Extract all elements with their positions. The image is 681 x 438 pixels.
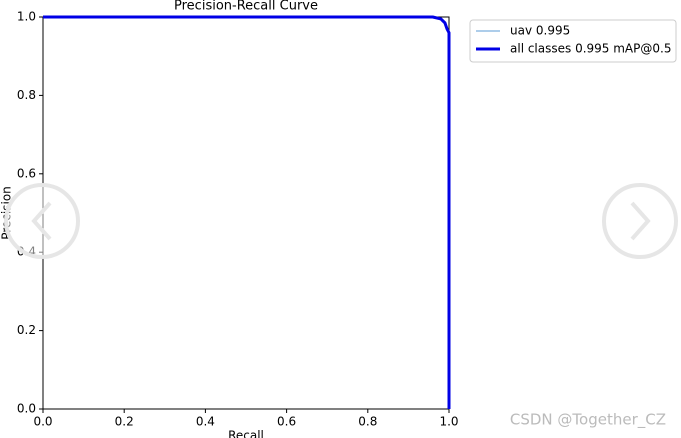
x-tick-label: 0.0 [33,415,52,429]
legend-label: all classes 0.995 mAP@0.5 [510,42,671,56]
next-circle[interactable] [604,185,676,257]
x-tick-label: 1.0 [439,415,458,429]
x-tick-label: 0.8 [358,415,377,429]
chart: Precision-Recall Curve Recall Precision … [0,0,681,438]
y-tick-label: 0.6 [17,166,36,180]
pr-curve [43,17,449,409]
x-tick-label: 0.4 [196,415,215,429]
pr-curve [43,17,449,409]
prev-button[interactable] [6,185,78,257]
next-button[interactable] [604,185,676,257]
y-tick-label: 0.2 [17,323,36,337]
prev-circle[interactable] [6,185,78,257]
y-tick-label: 0.8 [17,88,36,102]
legend-label: uav 0.995 [510,24,570,38]
chart-title: Precision-Recall Curve [174,0,318,14]
x-tick-label: 0.6 [277,415,296,429]
y-tick-label: 0.0 [17,402,36,416]
watermark: CSDN @Together_CZ [510,411,666,430]
x-axis-label: Recall [228,429,264,438]
y-tick-label: 1.0 [17,10,36,24]
plot-frame [43,17,449,409]
x-tick-label: 0.2 [115,415,134,429]
